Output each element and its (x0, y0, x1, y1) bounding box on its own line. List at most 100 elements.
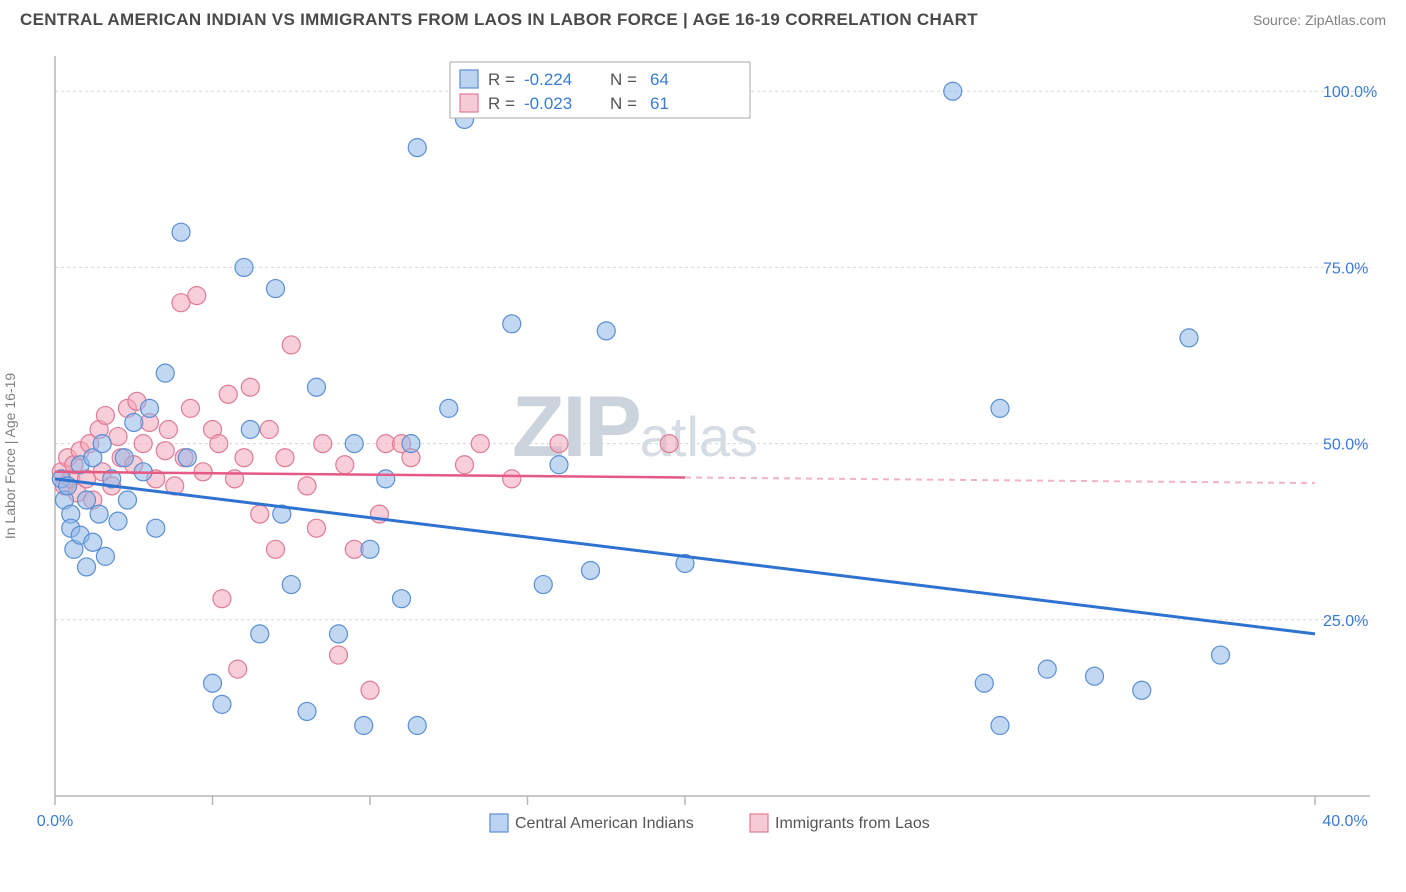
scatter-point-laos (550, 435, 568, 453)
x-tick-label: 40.0% (1322, 813, 1367, 830)
scatter-point-cai (550, 456, 568, 474)
scatter-point-laos (260, 421, 278, 439)
scatter-point-cai (298, 702, 316, 720)
scatter-point-laos (156, 442, 174, 460)
scatter-point-cai (235, 258, 253, 276)
scatter-point-laos (241, 378, 259, 396)
scatter-point-cai (975, 674, 993, 692)
scatter-point-cai (361, 540, 379, 558)
chart-title: CENTRAL AMERICAN INDIAN VS IMMIGRANTS FR… (20, 10, 978, 30)
y-tick-label: 25.0% (1323, 613, 1368, 630)
scatter-point-laos (336, 456, 354, 474)
scatter-point-laos (159, 421, 177, 439)
scatter-point-laos (314, 435, 332, 453)
source-label: Source: ZipAtlas.com (1253, 12, 1386, 28)
scatter-point-laos (471, 435, 489, 453)
legend-n-value-cai: 64 (650, 70, 669, 89)
scatter-point-laos (660, 435, 678, 453)
scatter-point-laos (456, 456, 474, 474)
scatter-point-cai (172, 223, 190, 241)
scatter-point-laos (361, 681, 379, 699)
trend-line-cai (55, 479, 1315, 634)
scatter-point-cai (241, 421, 259, 439)
legend-swatch-cai (460, 70, 478, 88)
scatter-point-cai (147, 519, 165, 537)
scatter-point-cai (307, 378, 325, 396)
scatter-point-laos (194, 463, 212, 481)
scatter-point-cai (503, 315, 521, 333)
scatter-point-laos (330, 646, 348, 664)
scatter-point-cai (1038, 660, 1056, 678)
legend-n-label: N = (610, 70, 637, 89)
scatter-point-cai (78, 491, 96, 509)
scatter-point-cai (408, 717, 426, 735)
trend-line-laos-extrapolated (685, 477, 1315, 483)
scatter-point-cai (330, 625, 348, 643)
scatter-point-laos (251, 505, 269, 523)
legend-label-laos: Immigrants from Laos (775, 815, 930, 832)
scatter-point-laos (276, 449, 294, 467)
x-tick-label: 0.0% (37, 813, 73, 830)
scatter-point-cai (90, 505, 108, 523)
scatter-point-laos (210, 435, 228, 453)
legend-r-value-laos: -0.023 (524, 94, 572, 113)
legend-swatch-cai (490, 814, 508, 832)
scatter-point-cai (1086, 667, 1104, 685)
legend-swatch-laos (460, 94, 478, 112)
scatter-point-cai (93, 435, 111, 453)
legend-r-label: R = (488, 94, 515, 113)
scatter-point-laos (181, 399, 199, 417)
correlation-scatter-chart: 25.0% 50.0% 75.0% 100.0% ZIPatlas 0.0% 40.0% R … (20, 36, 1386, 876)
scatter-point-laos (307, 519, 325, 537)
legend-n-value-laos: 61 (650, 94, 669, 113)
y-axis-label: In Labor Force | Age 16-19 (2, 373, 18, 539)
scatter-point-cai (251, 625, 269, 643)
y-tick-label: 75.0% (1323, 260, 1368, 277)
scatter-point-laos (134, 435, 152, 453)
chart-area: In Labor Force | Age 16-19 25.0%50.0%75.… (20, 36, 1386, 876)
scatter-point-cai (141, 399, 159, 417)
legend-n-label: N = (610, 94, 637, 113)
scatter-point-laos (213, 590, 231, 608)
scatter-point-cai (213, 695, 231, 713)
scatter-point-cai (1180, 329, 1198, 347)
scatter-point-cai (534, 576, 552, 594)
scatter-point-cai (267, 280, 285, 298)
scatter-point-cai (944, 82, 962, 100)
y-tick-label: 100.0% (1323, 84, 1377, 101)
legend-label-cai: Central American Indians (515, 815, 694, 832)
scatter-point-cai (118, 491, 136, 509)
scatter-point-cai (178, 449, 196, 467)
y-tick-label: 50.0% (1323, 437, 1368, 454)
scatter-point-laos (96, 406, 114, 424)
scatter-point-laos (298, 477, 316, 495)
scatter-point-laos (219, 385, 237, 403)
scatter-point-cai (991, 717, 1009, 735)
scatter-point-cai (440, 399, 458, 417)
watermark: ZIPatlas (512, 379, 758, 475)
legend-r-label: R = (488, 70, 515, 89)
chart-header: CENTRAL AMERICAN INDIAN VS IMMIGRANTS FR… (0, 0, 1406, 36)
scatter-point-laos (229, 660, 247, 678)
legend-swatch-laos (750, 814, 768, 832)
scatter-point-cai (402, 435, 420, 453)
scatter-point-cai (1133, 681, 1151, 699)
scatter-point-cai (109, 512, 127, 530)
scatter-point-cai (582, 561, 600, 579)
scatter-point-cai (1212, 646, 1230, 664)
scatter-point-cai (597, 322, 615, 340)
scatter-point-cai (84, 533, 102, 551)
scatter-point-cai (377, 470, 395, 488)
scatter-point-cai (115, 449, 133, 467)
scatter-point-laos (188, 287, 206, 305)
scatter-point-laos (282, 336, 300, 354)
scatter-point-laos (235, 449, 253, 467)
scatter-point-cai (125, 413, 143, 431)
scatter-point-laos (503, 470, 521, 488)
scatter-point-cai (96, 547, 114, 565)
scatter-point-cai (282, 576, 300, 594)
scatter-point-cai (393, 590, 411, 608)
scatter-point-cai (991, 399, 1009, 417)
legend-r-value-cai: -0.224 (524, 70, 572, 89)
scatter-point-cai (156, 364, 174, 382)
